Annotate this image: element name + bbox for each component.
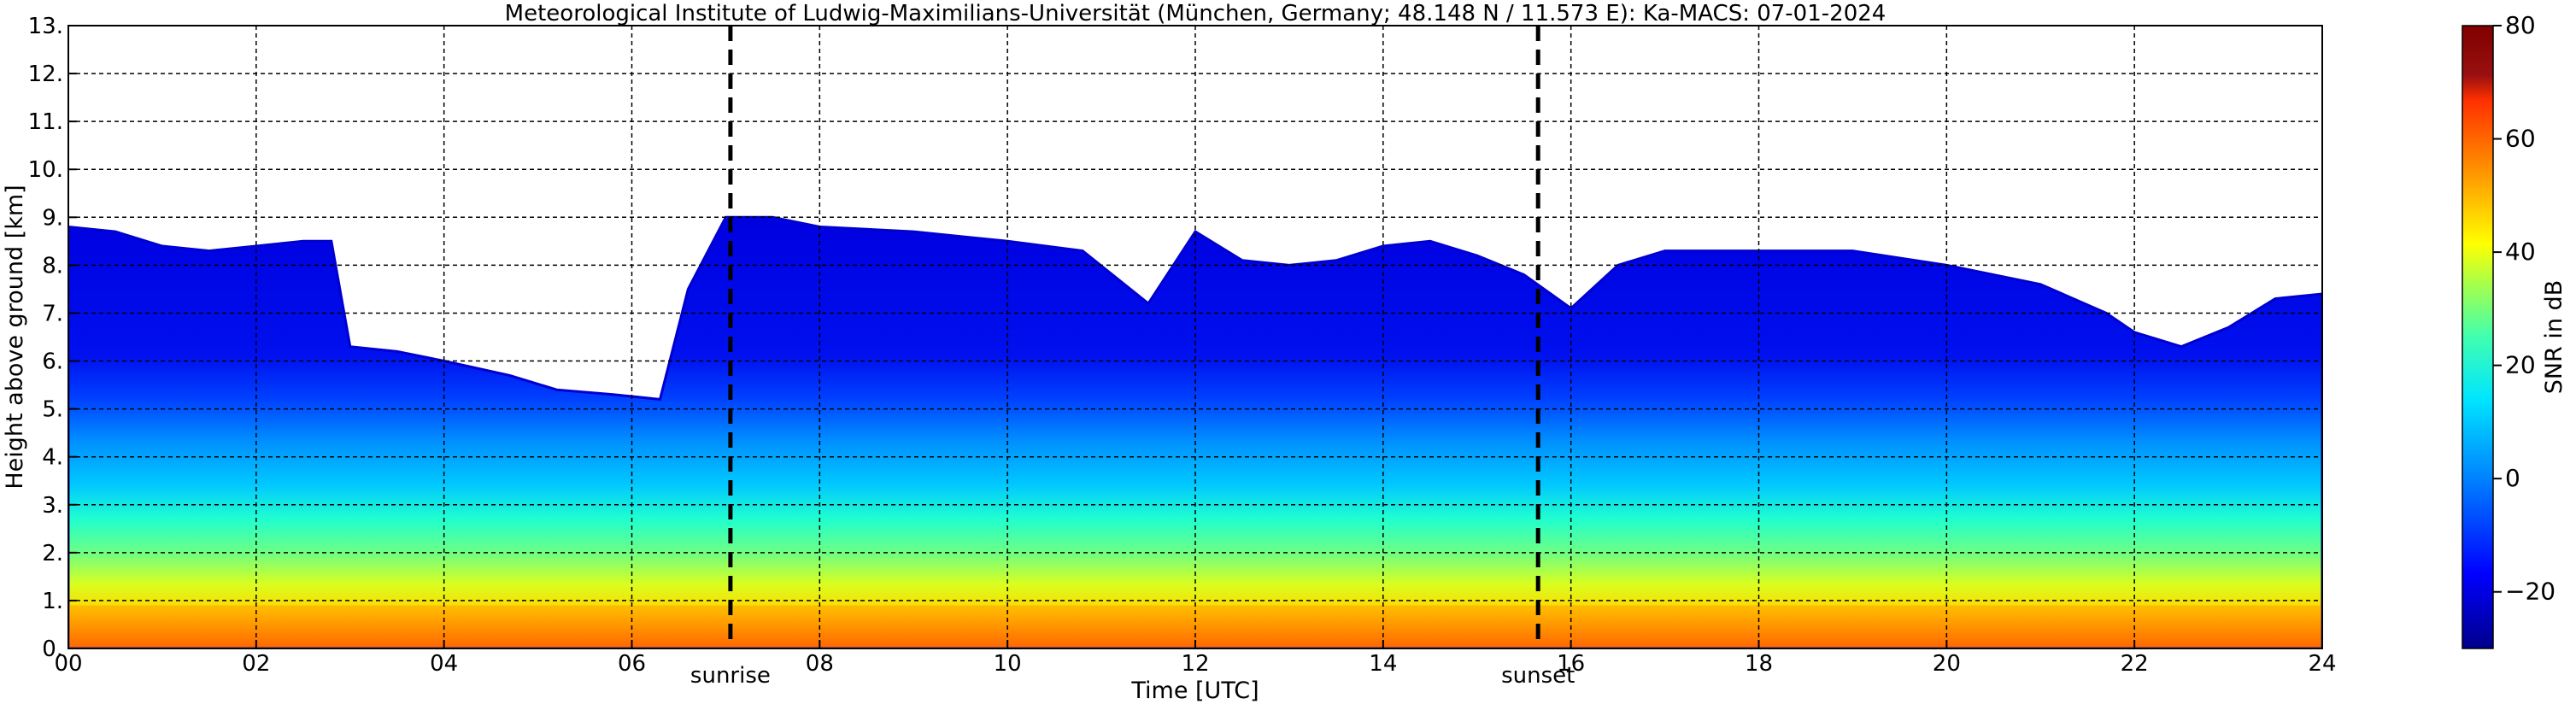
y-tick-label: 8. bbox=[42, 253, 63, 279]
colorbar-tick-label: 20 bbox=[2505, 351, 2536, 379]
chart-title: Meteorological Institute of Ludwig-Maxim… bbox=[505, 1, 1887, 26]
y-tick-label: 2. bbox=[42, 541, 63, 566]
y-tick-label: 11. bbox=[28, 109, 63, 135]
x-tick-label: 22 bbox=[2121, 651, 2149, 677]
x-tick-label: 18 bbox=[1745, 651, 1773, 677]
y-tick-label: 10. bbox=[28, 157, 63, 183]
y-tick-label: 3. bbox=[42, 493, 63, 519]
x-tick-label: 16 bbox=[1557, 651, 1585, 677]
y-tick-label: 0. bbox=[42, 637, 63, 662]
y-tick-label: 9. bbox=[42, 205, 63, 231]
colorbar-tick-label: −20 bbox=[2505, 578, 2555, 606]
y-tick-label: 5. bbox=[42, 397, 63, 423]
sunrise-label: sunrise bbox=[690, 663, 771, 689]
x-tick-label: 14 bbox=[1369, 651, 1397, 677]
y-tick-label: 1. bbox=[42, 589, 63, 614]
x-tick-label: 12 bbox=[1181, 651, 1209, 677]
y-tick-label: 13. bbox=[28, 14, 63, 39]
x-tick-label: 08 bbox=[806, 651, 834, 677]
colorbar-tick-label: 0 bbox=[2505, 464, 2520, 492]
colorbar-tick-label: 40 bbox=[2505, 238, 2536, 266]
y-tick-label: 6. bbox=[42, 349, 63, 375]
x-tick-label: 20 bbox=[1933, 651, 1961, 677]
sunset-label: sunset bbox=[1501, 663, 1575, 689]
y-tick-label: 4. bbox=[42, 445, 63, 471]
colorbar bbox=[2462, 25, 2494, 649]
x-tick-label: 24 bbox=[2308, 651, 2336, 677]
colorbar-label: SNR in dB bbox=[2541, 280, 2567, 395]
radar-echo-field bbox=[68, 215, 2322, 648]
y-tick-label: 12. bbox=[28, 62, 63, 87]
grid bbox=[68, 26, 2322, 648]
y-axis-label: Height above ground [km] bbox=[2, 185, 28, 489]
x-tick-label: 10 bbox=[994, 651, 1022, 677]
x-tick-label: 06 bbox=[618, 651, 646, 677]
x-tick-label: 02 bbox=[242, 651, 270, 677]
y-tick-label: 7. bbox=[42, 301, 63, 326]
x-tick-label: 00 bbox=[54, 651, 82, 677]
x-axis-label: Time [UTC] bbox=[1130, 678, 1259, 704]
colorbar-tick-label: 60 bbox=[2505, 125, 2536, 153]
colorbar-tick-label: 80 bbox=[2505, 11, 2536, 39]
x-tick-label: 04 bbox=[430, 651, 458, 677]
